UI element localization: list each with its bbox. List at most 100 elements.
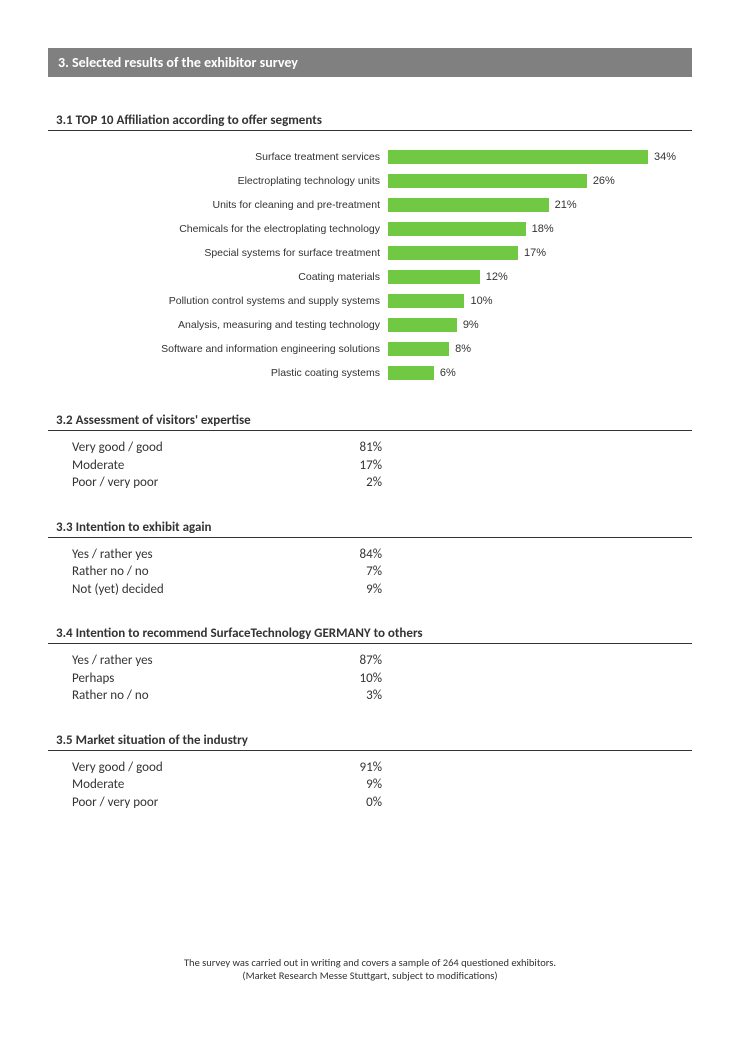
row-value: 91% — [332, 759, 382, 777]
row-label: Moderate — [72, 776, 332, 794]
row-value: 3% — [332, 687, 382, 705]
footer-line-1: The survey was carried out in writing an… — [0, 956, 740, 970]
chart-bar — [388, 222, 526, 236]
footer-line-2: (Market Research Messe Stuttgart, subjec… — [0, 969, 740, 983]
chart-bar-wrap: 12% — [388, 270, 692, 284]
table-row: Rather no / no3% — [72, 687, 692, 705]
chart-row: Pollution control systems and supply sys… — [48, 289, 692, 313]
footer-note: The survey was carried out in writing an… — [0, 956, 740, 983]
chart-value-label: 17% — [524, 247, 546, 259]
chart-row: Plastic coating systems 6% — [48, 361, 692, 385]
top10-bar-chart: Surface treatment services 34% Electroplat… — [48, 145, 692, 385]
row-label: Poor / very poor — [72, 794, 332, 812]
subsection-title-3-2: 3.2 Assessment of visitors' expertise — [48, 413, 692, 428]
row-value: 2% — [332, 474, 382, 492]
chart-bar — [388, 294, 464, 308]
row-value: 0% — [332, 794, 382, 812]
rule — [48, 750, 692, 751]
rule — [48, 130, 692, 131]
table-row: Not (yet) decided9% — [72, 581, 692, 599]
chart-category-label: Coating materials — [48, 271, 388, 283]
chart-row: Units for cleaning and pre-treatment 21% — [48, 193, 692, 217]
chart-bar — [388, 246, 518, 260]
row-value: 10% — [332, 670, 382, 688]
chart-bar — [388, 270, 480, 284]
table-row: Moderate17% — [72, 457, 692, 475]
chart-bar — [388, 318, 457, 332]
row-label: Yes / rather yes — [72, 546, 332, 564]
subsection-title-3-1: 3.1 TOP 10 Affiliation according to offe… — [48, 113, 692, 128]
chart-category-label: Electroplating technology units — [48, 175, 388, 187]
chart-bar — [388, 342, 449, 356]
chart-row: Electroplating technology units 26% — [48, 169, 692, 193]
chart-category-label: Special systems for surface treatment — [48, 247, 388, 259]
section-header: 3. Selected results of the exhibitor sur… — [48, 48, 692, 77]
chart-category-label: Plastic coating systems — [48, 367, 388, 379]
chart-bar-wrap: 9% — [388, 318, 692, 332]
table-row: Rather no / no7% — [72, 563, 692, 581]
table-row: Yes / rather yes87% — [72, 652, 692, 670]
chart-bar — [388, 150, 648, 164]
percent-table-3-4: Yes / rather yes87%Perhaps10%Rather no /… — [48, 652, 692, 705]
table-row: Very good / good91% — [72, 759, 692, 777]
row-value: 7% — [332, 563, 382, 581]
table-row: Very good / good81% — [72, 439, 692, 457]
chart-row: Software and information engineering sol… — [48, 337, 692, 361]
row-label: Rather no / no — [72, 687, 332, 705]
row-label: Moderate — [72, 457, 332, 475]
chart-value-label: 10% — [470, 295, 492, 307]
row-value: 87% — [332, 652, 382, 670]
chart-category-label: Units for cleaning and pre-treatment — [48, 199, 388, 211]
row-label: Very good / good — [72, 439, 332, 457]
chart-value-label: 34% — [654, 151, 676, 163]
subsection-title-3-4: 3.4 Intention to recommend SurfaceTechno… — [48, 626, 692, 641]
chart-bar-wrap: 10% — [388, 294, 692, 308]
chart-bar-wrap: 34% — [388, 150, 692, 164]
chart-value-label: 9% — [463, 319, 479, 331]
chart-bar-wrap: 18% — [388, 222, 692, 236]
chart-value-label: 21% — [555, 199, 577, 211]
chart-category-label: Analysis, measuring and testing technolo… — [48, 319, 388, 331]
row-label: Perhaps — [72, 670, 332, 688]
percent-table-3-3: Yes / rather yes84%Rather no / no7%Not (… — [48, 546, 692, 599]
row-value: 81% — [332, 439, 382, 457]
chart-row: Coating materials 12% — [48, 265, 692, 289]
table-row: Perhaps10% — [72, 670, 692, 688]
chart-bar-wrap: 21% — [388, 198, 692, 212]
row-value: 9% — [332, 776, 382, 794]
chart-bar — [388, 198, 549, 212]
rule — [48, 537, 692, 538]
chart-bar-wrap: 17% — [388, 246, 692, 260]
rule — [48, 430, 692, 431]
percent-table-3-2: Very good / good81%Moderate17%Poor / ver… — [48, 439, 692, 492]
row-value: 9% — [332, 581, 382, 599]
table-row: Yes / rather yes84% — [72, 546, 692, 564]
chart-row: Special systems for surface treatment 17% — [48, 241, 692, 265]
chart-category-label: Chemicals for the electroplating technol… — [48, 223, 388, 235]
chart-row: Chemicals for the electroplating technol… — [48, 217, 692, 241]
rule — [48, 643, 692, 644]
chart-value-label: 12% — [486, 271, 508, 283]
subsection-title-3-5: 3.5 Market situation of the industry — [48, 733, 692, 748]
table-row: Poor / very poor0% — [72, 794, 692, 812]
chart-category-label: Pollution control systems and supply sys… — [48, 295, 388, 307]
chart-bar — [388, 174, 587, 188]
chart-value-label: 26% — [593, 175, 615, 187]
row-label: Yes / rather yes — [72, 652, 332, 670]
chart-value-label: 8% — [455, 343, 471, 355]
subsection-title-3-3: 3.3 Intention to exhibit again — [48, 520, 692, 535]
chart-value-label: 6% — [440, 367, 456, 379]
row-label: Very good / good — [72, 759, 332, 777]
row-value: 84% — [332, 546, 382, 564]
chart-category-label: Surface treatment services — [48, 151, 388, 163]
chart-value-label: 18% — [532, 223, 554, 235]
row-label: Rather no / no — [72, 563, 332, 581]
row-value: 17% — [332, 457, 382, 475]
chart-bar-wrap: 8% — [388, 342, 692, 356]
chart-bar — [388, 366, 434, 380]
row-label: Not (yet) decided — [72, 581, 332, 599]
chart-row: Surface treatment services 34% — [48, 145, 692, 169]
table-row: Moderate9% — [72, 776, 692, 794]
chart-bar-wrap: 6% — [388, 366, 692, 380]
chart-bar-wrap: 26% — [388, 174, 692, 188]
